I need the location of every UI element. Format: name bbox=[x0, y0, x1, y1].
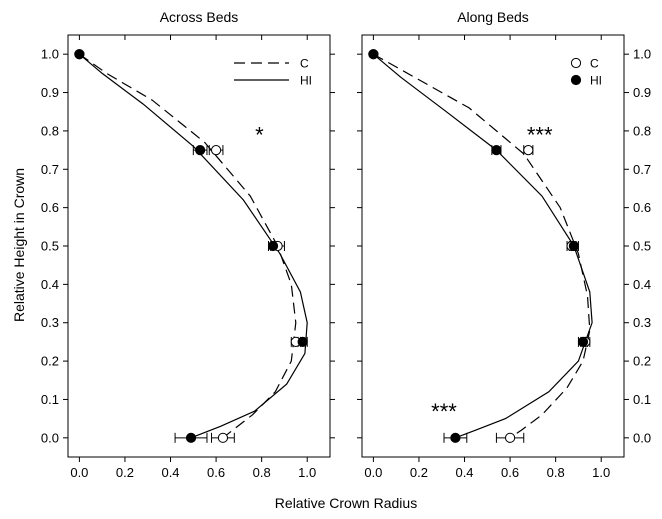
series-line-hi bbox=[373, 53, 593, 439]
data-point-hi bbox=[450, 432, 461, 443]
data-point-c bbox=[210, 144, 222, 156]
plot-frame bbox=[67, 34, 331, 458]
x-tick-label: 0.0 bbox=[364, 465, 382, 480]
x-tick-label: 0.2 bbox=[116, 465, 134, 480]
x-tick-label: 1.0 bbox=[592, 465, 610, 480]
x-tick-label: 0.4 bbox=[161, 465, 179, 480]
data-point-hi bbox=[568, 240, 579, 252]
panel-title: Along Beds bbox=[457, 9, 529, 25]
data-point-c bbox=[504, 432, 516, 443]
y-tick-label: 0.8 bbox=[633, 123, 651, 138]
y-tick-label: 0.5 bbox=[633, 239, 651, 254]
legend-label: HI bbox=[300, 74, 312, 88]
x-tick-label: 1.0 bbox=[298, 465, 316, 480]
y-tick-label: 0.5 bbox=[41, 239, 59, 254]
panel-along-beds: Along Beds 0.0 0.2 0.4 0.6 0.8 1.0 0.0 0.1 0.2 0.3… bbox=[357, 9, 651, 480]
y-tick-label: 0.4 bbox=[633, 277, 651, 292]
y-tick-label: 0.8 bbox=[41, 123, 59, 138]
y-tick-label: 0.6 bbox=[633, 200, 651, 215]
data-point-hi bbox=[267, 240, 279, 252]
x-axis-title: Relative Crown Radius bbox=[275, 495, 417, 511]
y-tick-label: 0.2 bbox=[41, 354, 59, 369]
y-tick-label: 0.2 bbox=[633, 354, 651, 369]
y-tick-label: 0.1 bbox=[41, 392, 59, 407]
y-tick-label: 0.3 bbox=[633, 315, 651, 330]
legend-label: C bbox=[590, 57, 599, 71]
y-tick-label: 0.7 bbox=[633, 162, 651, 177]
x-tick-label: 0.8 bbox=[253, 465, 271, 480]
panel-title: Across Beds bbox=[160, 9, 239, 25]
data-point-hi bbox=[577, 336, 589, 348]
x-tick-label: 0.8 bbox=[547, 465, 565, 480]
legend-label: HI bbox=[590, 74, 602, 88]
y-axis-title: Relative Height in Crown bbox=[11, 168, 27, 322]
y-tick-label: 1.0 bbox=[633, 47, 651, 62]
legend-marker-c bbox=[570, 57, 582, 69]
series-line-hi bbox=[79, 53, 308, 439]
data-point-hi bbox=[195, 144, 206, 156]
panel-across-beds: Across Beds 0.0 0.2 0.4 0.6 0.8 1.0 0.0 0.1 0.2 0.… bbox=[41, 9, 335, 480]
y-tick-label: 0.3 bbox=[41, 315, 59, 330]
y-tick-label: 0.9 bbox=[41, 85, 59, 100]
data-point-c bbox=[523, 144, 534, 156]
series-line-c bbox=[373, 53, 591, 439]
y-tick-label: 0.6 bbox=[41, 200, 59, 215]
x-tick-label: 0.6 bbox=[501, 465, 519, 480]
y-tick-label: 0.0 bbox=[41, 430, 59, 445]
y-tick-label: 0.4 bbox=[41, 277, 59, 292]
data-point-hi bbox=[297, 336, 308, 348]
y-tick-label: 0.7 bbox=[41, 162, 59, 177]
y-tick-label: 0.1 bbox=[633, 392, 651, 407]
x-tick-label: 0.6 bbox=[207, 465, 225, 480]
significance-marker: *** bbox=[527, 123, 553, 148]
x-tick-label: 0.0 bbox=[70, 465, 88, 480]
x-tick-label: 0.4 bbox=[455, 465, 473, 480]
plot-frame bbox=[361, 34, 625, 458]
legend-label: C bbox=[300, 57, 309, 71]
data-point-hi bbox=[491, 144, 502, 156]
y-tick-label: 0.0 bbox=[633, 430, 651, 445]
data-point-hi bbox=[368, 49, 379, 60]
data-point-hi bbox=[185, 432, 197, 443]
data-point-c bbox=[217, 432, 229, 443]
y-tick-label: 0.9 bbox=[633, 85, 651, 100]
data-point-hi bbox=[74, 49, 85, 60]
y-tick-label: 1.0 bbox=[41, 47, 59, 62]
series-line-c bbox=[79, 53, 297, 439]
legend-marker-hi bbox=[570, 74, 582, 86]
significance-marker: * bbox=[255, 123, 264, 148]
x-tick-label: 0.2 bbox=[410, 465, 428, 480]
significance-marker: *** bbox=[431, 399, 457, 424]
